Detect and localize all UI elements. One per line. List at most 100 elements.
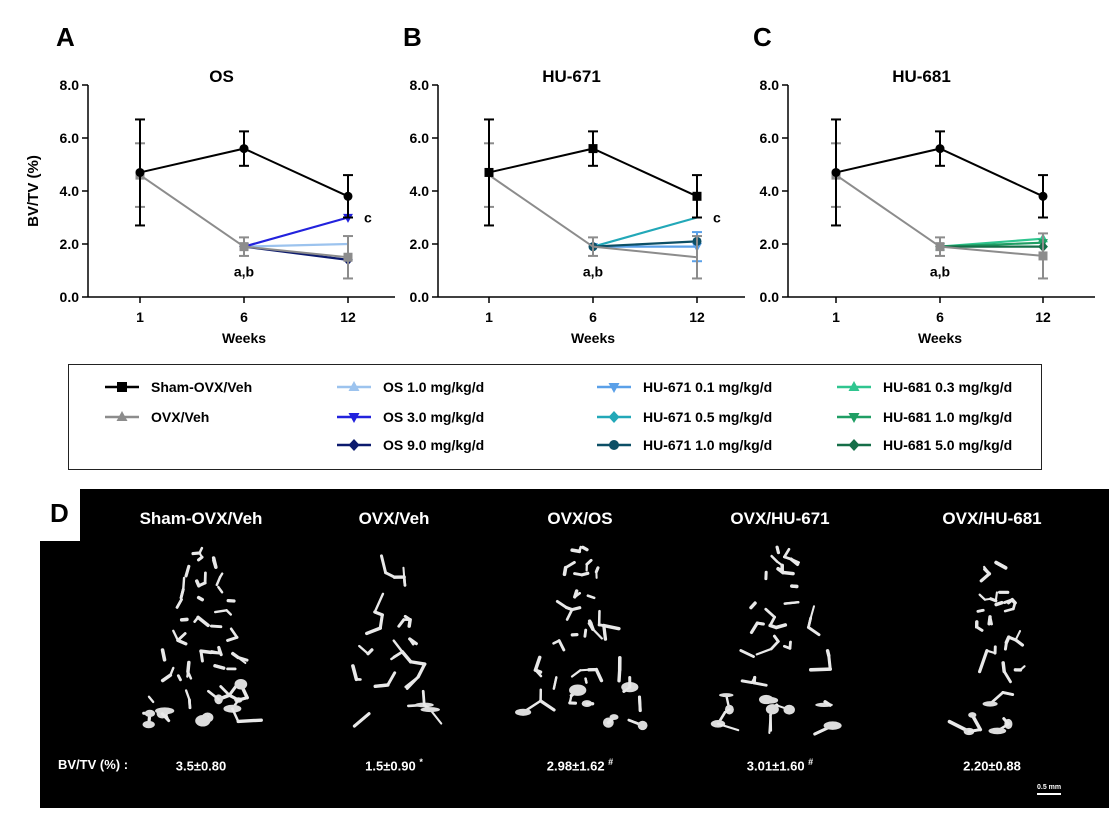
- series-sham-ovx-veh: [135, 118, 353, 227]
- trabecula: [769, 640, 780, 651]
- trabecula: [583, 629, 587, 638]
- data-point: [484, 167, 494, 177]
- trabecula: [783, 600, 800, 605]
- trabecula: [994, 600, 1004, 607]
- bone-chunk: [988, 727, 1007, 735]
- trabecula: [160, 712, 171, 723]
- x-tick-label: 1: [485, 309, 493, 325]
- trabecula: [552, 639, 561, 645]
- trabecula: [591, 627, 603, 640]
- trabecula: [581, 545, 589, 552]
- bone-chunk: [234, 679, 248, 690]
- series-line: [592, 216, 698, 248]
- trabecula: [979, 572, 992, 583]
- trabecula: [186, 670, 190, 678]
- trabecula: [197, 596, 204, 601]
- bvtv-mark: #: [808, 757, 814, 767]
- x-tick-label: 12: [689, 309, 705, 325]
- trabecula: [226, 635, 239, 642]
- trabecula: [392, 650, 404, 659]
- bvtv-value-hu681: 2.20±0.88: [963, 757, 1021, 773]
- legend-label: HU-671 0.5 mg/kg/d: [643, 409, 773, 425]
- trabecula: [176, 632, 187, 642]
- y-tick-label: 8.0: [410, 77, 430, 93]
- trabecula: [783, 547, 791, 559]
- trabecula: [809, 605, 816, 619]
- trabecula: [584, 677, 588, 684]
- trabecula: [188, 698, 192, 710]
- trabecula: [555, 599, 568, 610]
- bvtv-value-ovx: 1.5±0.90 *: [365, 757, 423, 773]
- legend-item-os-9: OS 9.0 mg/kg/d: [335, 435, 484, 455]
- data-point: [935, 144, 945, 154]
- bone-chunk: [144, 709, 156, 718]
- scale-bar-label: 0.5 mm: [1037, 784, 1062, 791]
- bone-chunk: [609, 714, 619, 721]
- trabecula: [723, 708, 731, 714]
- data-point: [343, 252, 353, 262]
- panel-letter: B: [403, 22, 422, 52]
- chart-title: OS: [209, 67, 234, 86]
- trabecula: [538, 699, 556, 712]
- trabecula: [147, 695, 155, 704]
- trabecula: [768, 714, 772, 735]
- data-point: [116, 411, 128, 421]
- microct-title-sham-ovx-veh: Sham-OVX/Veh: [139, 509, 263, 528]
- line-charts: A OS 0.0 2.0 4.0 6.0 8.0 1 6 12 Weeks BV/TV (%) a,b c…: [25, 22, 1095, 346]
- data-point: [348, 381, 360, 391]
- scale-bar-line: [1037, 793, 1061, 795]
- legend: Sham-OVX/Veh OVX/Veh OS 1.0 mg/kg/d OS 3…: [68, 364, 1042, 470]
- legend-swatch: [837, 439, 871, 451]
- legend-item-hu671-0.5: HU-671 0.5 mg/kg/d: [595, 407, 772, 427]
- trabecula: [400, 650, 413, 664]
- legend-label: HU-681 5.0 mg/kg/d: [883, 437, 1013, 453]
- trabecula: [210, 624, 222, 628]
- data-point: [348, 439, 360, 451]
- trabecula: [755, 647, 773, 656]
- series-line: [243, 216, 349, 248]
- trabecula: [565, 608, 574, 621]
- chart-title: HU-671: [542, 67, 601, 86]
- legend-item-hu681-5.0: HU-681 5.0 mg/kg/d: [835, 435, 1012, 455]
- trabecula: [739, 649, 755, 658]
- data-point: [608, 383, 620, 393]
- scale-bar: 0.5 mm: [1037, 784, 1061, 798]
- trabecula: [589, 621, 594, 631]
- trabecula: [386, 671, 397, 687]
- bvtv-value-sham: 3.5±0.80: [176, 757, 227, 773]
- microct-title-ovx-os: OVX/OS: [547, 509, 613, 528]
- trabecula: [373, 683, 390, 688]
- legend-item-hu671-0.1: HU-671 0.1 mg/kg/d: [595, 377, 772, 397]
- bone-chunk: [783, 704, 795, 715]
- y-tick-label: 2.0: [60, 236, 80, 252]
- data-point: [848, 413, 860, 423]
- chart-panel-a: A OS 0.0 2.0 4.0 6.0 8.0 1 6 12 Weeks BV/TV (%) a,b c: [25, 22, 395, 346]
- trabecula: [808, 667, 833, 672]
- bone-chunk: [155, 707, 175, 715]
- trabecula: [983, 597, 992, 601]
- trabecula: [193, 616, 200, 623]
- legend-item-ovx-veh: OVX/Veh: [103, 407, 209, 427]
- trabecula: [580, 572, 589, 577]
- trabecula: [617, 667, 622, 683]
- legend-label: OVX/Veh: [151, 409, 210, 425]
- series-os-1-0-mg-kg-d: [243, 242, 349, 248]
- trabecula: [207, 689, 220, 701]
- annotation-ab: a,b: [583, 264, 603, 280]
- x-axis-label: Weeks: [222, 330, 266, 346]
- trabecula: [755, 621, 765, 626]
- trabecula: [378, 613, 384, 630]
- trabecula: [573, 591, 582, 599]
- trabecula: [1010, 598, 1017, 605]
- bvtv-mark: #: [608, 757, 614, 767]
- trabecula: [182, 576, 186, 591]
- panel-letter: C: [753, 22, 772, 52]
- trabecula: [379, 554, 388, 575]
- trabecula: [552, 676, 558, 690]
- trabecula: [160, 673, 173, 683]
- trabecula: [1003, 640, 1008, 651]
- trabecula: [184, 689, 191, 701]
- trabecula: [196, 615, 210, 628]
- trabecula: [217, 585, 224, 594]
- bvtv-value-os: 2.98±1.62 #: [547, 757, 613, 773]
